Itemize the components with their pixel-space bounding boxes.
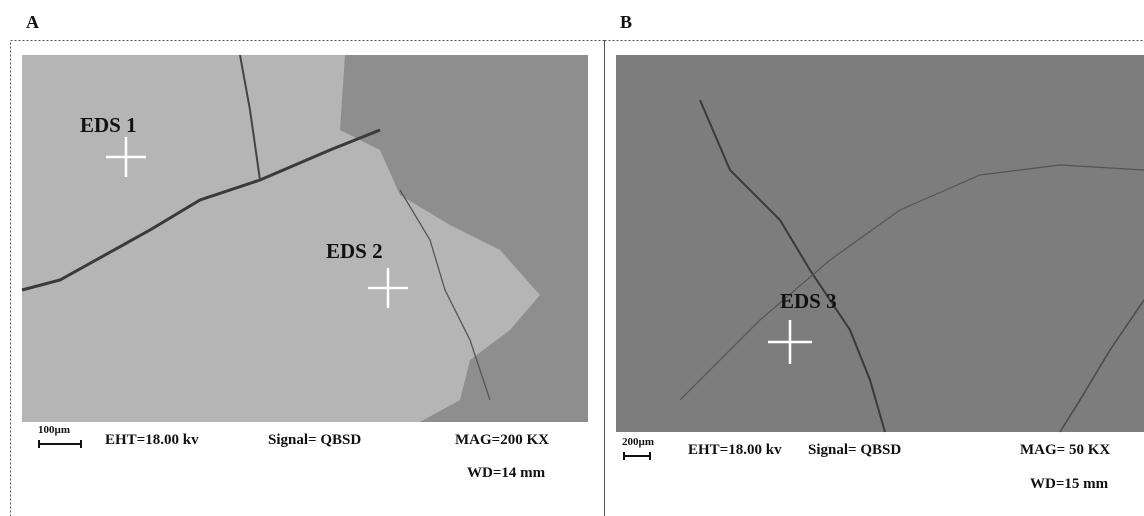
panel-label: B (620, 12, 632, 32)
crosshair (768, 320, 812, 364)
eds-label: EDS 3 (780, 289, 837, 313)
sem-image (21, 54, 588, 422)
panel-border (604, 40, 1144, 516)
eds-label: EDS 2 (326, 239, 383, 263)
sem-image (616, 55, 1144, 433)
crosshair (106, 137, 146, 177)
scale-bar (38, 440, 82, 448)
magnification: MAG=200 KX (455, 432, 549, 448)
crosshair (368, 268, 408, 308)
working-distance: WD=15 mm (1030, 476, 1109, 492)
signal: Signal= QBSD (268, 432, 361, 448)
magnification: MAG= 50 KX (1020, 442, 1110, 458)
eht: EHT=18.00 kv (105, 432, 199, 448)
eht: EHT=18.00 kv (688, 442, 782, 458)
scale-bar-label: 200µm (622, 436, 654, 448)
panel-label: A (26, 12, 39, 32)
working-distance: WD=14 mm (467, 465, 546, 481)
scale-bar-label: 100µm (38, 424, 70, 436)
scale-bar (623, 452, 651, 460)
eds-label: EDS 1 (80, 113, 137, 137)
signal: Signal= QBSD (808, 442, 901, 458)
